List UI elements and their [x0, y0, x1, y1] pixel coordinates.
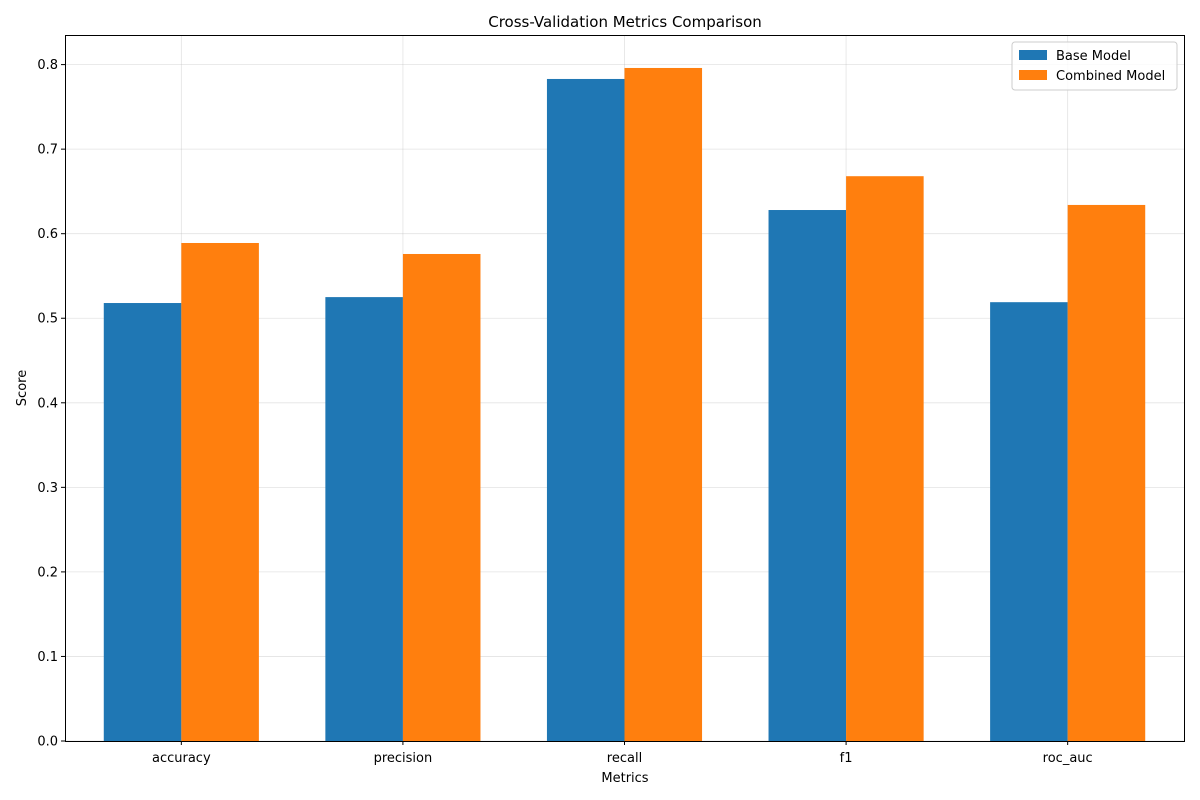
y-axis-label: Score [15, 370, 30, 406]
x-tick-label: recall [607, 751, 642, 766]
bar-base-model-roc_auc [990, 302, 1068, 741]
y-tick-label: 0.3 [37, 481, 58, 496]
legend: Base Model Combined Model [1011, 41, 1178, 91]
bar-combined-model-recall [624, 67, 703, 741]
legend-label: Combined Model [1056, 69, 1165, 84]
y-axis: 0.0 0.1 0.2 0.3 0.4 0.5 0.6 0.7 0.8 [37, 58, 65, 750]
legend-swatch [1019, 50, 1047, 60]
x-tick-label: f1 [840, 751, 853, 766]
bars-layer [103, 67, 1146, 742]
y-tick-label: 0.2 [37, 565, 58, 580]
chart-title: Cross-Validation Metrics Comparison [488, 13, 762, 31]
bar-combined-model-precision [402, 253, 481, 742]
y-tick-label: 0.0 [37, 735, 58, 750]
x-tick-label: roc_auc [1043, 751, 1093, 766]
x-axis: accuracy precision recall f1 roc_auc [152, 741, 1093, 766]
bar-base-model-recall [546, 78, 625, 741]
bar-combined-model-accuracy [181, 242, 259, 741]
bar-combined-model-f1 [846, 176, 924, 741]
legend-box [1011, 41, 1178, 91]
y-tick-label: 0.8 [37, 58, 58, 73]
x-axis-label: Metrics [601, 771, 648, 786]
y-tick-label: 0.7 [37, 143, 58, 158]
bar-combined-model-roc_auc [1067, 204, 1146, 741]
y-tick-label: 0.5 [37, 312, 58, 327]
legend-swatch [1019, 70, 1047, 80]
y-tick-label: 0.6 [37, 227, 58, 242]
bar-base-model-accuracy [103, 303, 182, 741]
legend-label: Base Model [1056, 49, 1131, 64]
x-tick-label: precision [374, 751, 433, 766]
bar-base-model-f1 [768, 210, 847, 741]
x-tick-label: accuracy [152, 751, 211, 766]
y-tick-label: 0.1 [37, 650, 58, 665]
bar-base-model-precision [325, 297, 403, 741]
y-tick-label: 0.4 [37, 396, 58, 411]
